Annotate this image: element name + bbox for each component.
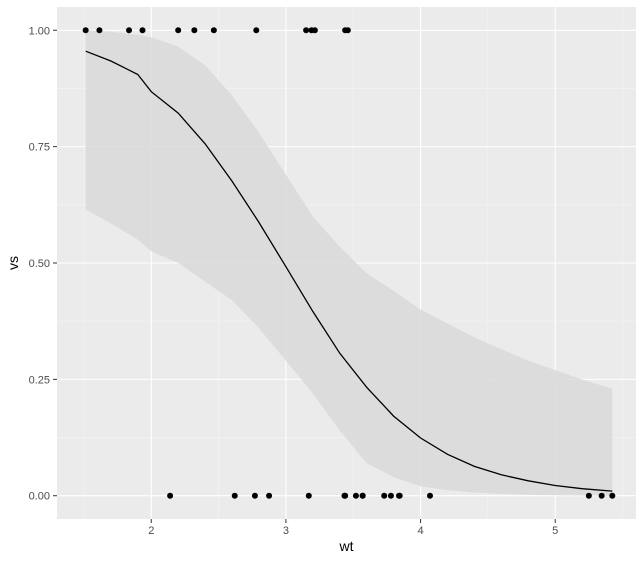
data-point (609, 492, 616, 499)
data-point (82, 27, 89, 34)
data-point (191, 27, 198, 34)
x-axis-ticks: 2 3 4 5 (148, 519, 558, 537)
data-point (175, 27, 182, 34)
data-point (96, 27, 103, 34)
y-tick-label: 0.00 (29, 491, 50, 503)
data-point (352, 492, 359, 499)
data-point (387, 492, 394, 499)
y-axis-ticks: 0.00 0.25 0.50 0.75 1.00 (29, 25, 57, 503)
data-point (344, 27, 351, 34)
data-point (396, 492, 403, 499)
confidence-band (85, 30, 613, 496)
x-axis-title: wt (339, 538, 354, 554)
data-point (342, 492, 349, 499)
data-point (251, 492, 258, 499)
y-axis-title: vs (5, 256, 21, 270)
data-point (305, 492, 312, 499)
data-point (139, 27, 146, 34)
points-layer (82, 27, 616, 499)
data-point (585, 492, 592, 499)
data-point (231, 492, 238, 499)
x-tick-label: 5 (552, 525, 558, 537)
y-tick-label: 0.25 (29, 374, 50, 386)
y-tick-label: 0.75 (29, 142, 50, 154)
x-tick-label: 2 (148, 525, 154, 537)
fit-line (85, 50, 613, 492)
data-point (598, 492, 605, 499)
data-point (426, 492, 433, 499)
data-point (303, 27, 310, 34)
data-point (210, 27, 217, 34)
x-tick-label: 3 (283, 525, 289, 537)
data-point (167, 492, 174, 499)
x-tick-label: 4 (417, 525, 423, 537)
data-point (311, 27, 318, 34)
data-point (266, 492, 273, 499)
data-point (253, 27, 260, 34)
data-point (359, 492, 366, 499)
y-tick-label: 1.00 (29, 25, 50, 37)
data-point (381, 492, 388, 499)
data-point (126, 27, 133, 34)
y-tick-label: 0.50 (29, 258, 50, 270)
